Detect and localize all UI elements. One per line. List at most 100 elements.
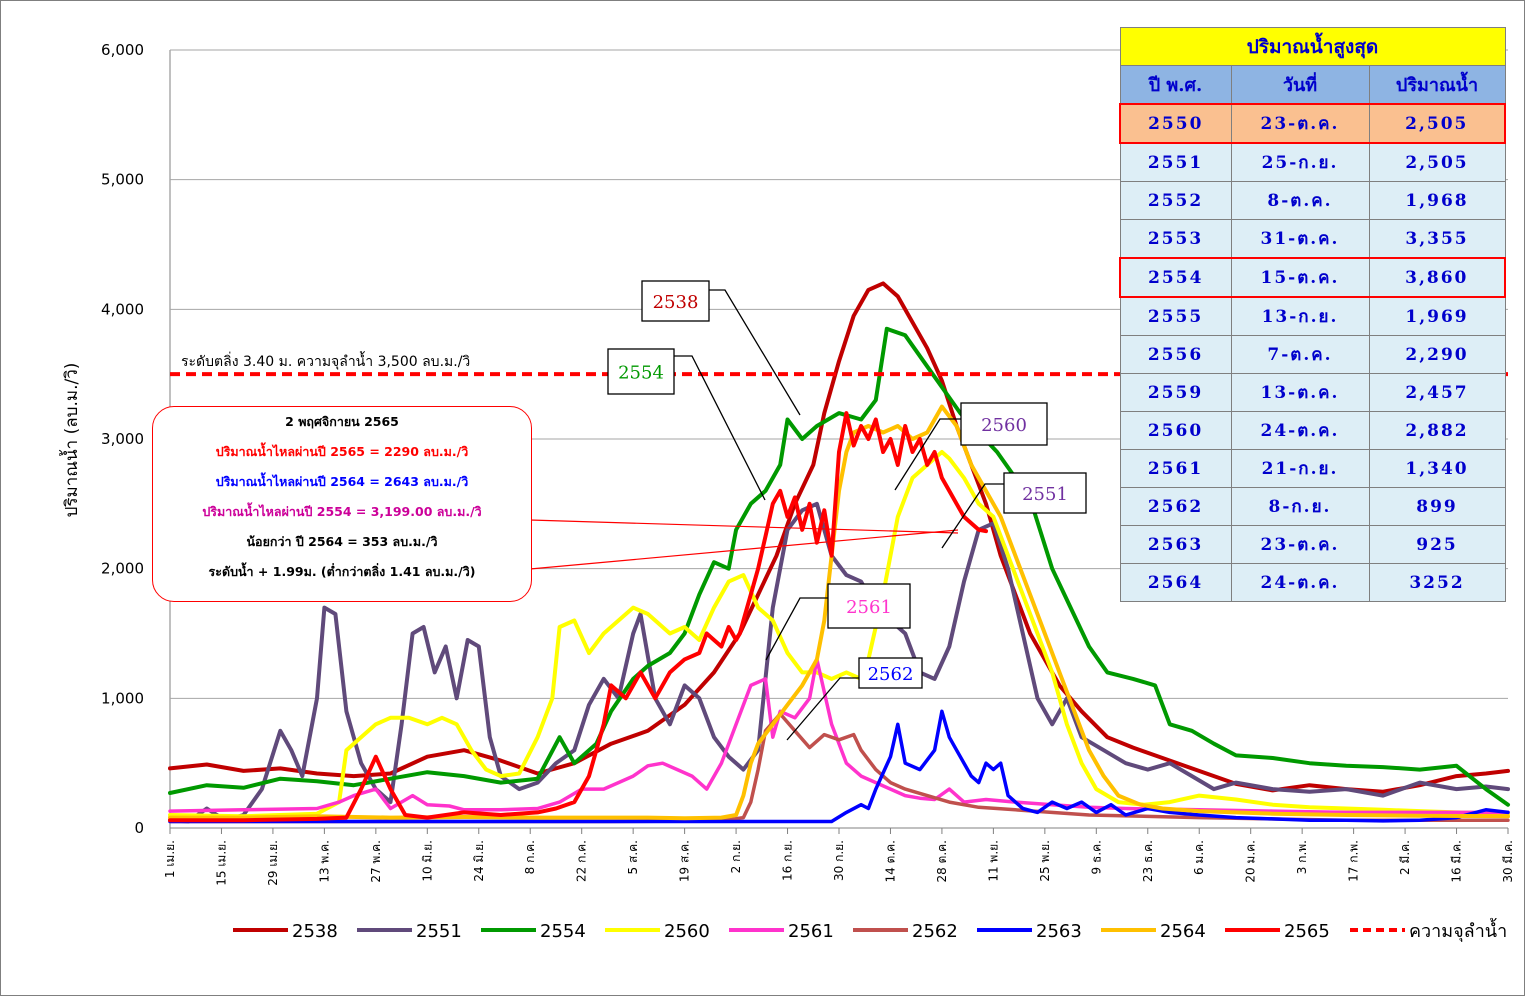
table-row: 2561 21-ก.ย. 1,340 <box>1119 449 1506 488</box>
info-leader-line <box>529 529 959 570</box>
peak-table-title-row: ปริมาณน้ำสูงสุด <box>1119 27 1506 66</box>
callout-box-2551 <box>1003 472 1087 514</box>
x-tick-label: 23 ธ.ค. <box>1141 840 1155 882</box>
x-tick-label: 11 พ.ย. <box>986 840 1000 882</box>
y-tick-label: 1,000 <box>101 689 144 707</box>
x-tick-label: 16 ก.ย. <box>781 840 795 881</box>
info-date: 2 พฤศจิกายน 2565 <box>285 414 399 429</box>
x-tick-label: 5 ส.ค. <box>626 840 640 874</box>
series-line-2554 <box>168 326 1510 807</box>
callout-box-2554 <box>607 348 675 395</box>
x-tick-label: 22 ก.ค. <box>575 840 589 882</box>
info-flow-2565: ปริมาณน้ำไหลผ่านปี 2565 = 2290 ลบ.ม./วิ <box>215 444 469 459</box>
cell-date: 23-ต.ค. <box>1230 103 1370 144</box>
table-row: 2552 8-ต.ค. 1,968 <box>1119 181 1506 220</box>
table-row: 2556 7-ต.ค. 2,290 <box>1119 335 1506 374</box>
cell-date: 31-ต.ค. <box>1230 219 1370 259</box>
table-row: 2555 13-ก.ย. 1,969 <box>1119 296 1506 336</box>
cell-year: 2559 <box>1119 373 1232 412</box>
callout-leader-lines <box>529 289 1004 741</box>
info-difference: น้อยกว่า ปี 2564 = 353 ลบ.ม./วิ <box>246 534 438 549</box>
header-year: ปี พ.ศ. <box>1119 65 1232 105</box>
cell-volume: 3,860 <box>1368 257 1506 298</box>
x-tick-label: 19 ส.ค. <box>678 840 692 882</box>
y-tick-label: 2,000 <box>101 560 144 578</box>
cell-date: 21-ก.ย. <box>1230 449 1370 488</box>
cell-date: 8-ต.ค. <box>1230 181 1370 220</box>
peak-table-title: ปริมาณน้ำสูงสุด <box>1119 27 1506 66</box>
legend-label-2560: 2560 <box>664 921 710 942</box>
callout-leader-2562 <box>786 677 859 741</box>
callout-label-2562: 2562 <box>868 664 914 685</box>
callout-label-2560: 2560 <box>981 415 1027 436</box>
x-tick-label: 17 ก.พ. <box>1347 840 1361 882</box>
x-tick-label: 25 พ.ย. <box>1038 840 1052 882</box>
callout-leader-2561 <box>765 597 828 661</box>
cell-year: 2556 <box>1119 335 1232 374</box>
table-row: 2554 15-ต.ค. 3,860 <box>1119 257 1506 298</box>
cell-volume: 2,505 <box>1368 142 1506 182</box>
cell-year: 2552 <box>1119 181 1232 220</box>
series-line-2564 <box>168 404 1510 821</box>
table-row: 2559 13-ต.ค. 2,457 <box>1119 373 1506 412</box>
legend-label-2563: 2563 <box>1036 921 1082 942</box>
flood-capacity-label: ระดับตลิ่ง 3.40 ม. ความจุลำน้ำ 3,500 ลบ.… <box>181 351 470 370</box>
cell-year: 2554 <box>1119 257 1232 298</box>
callout-box-2562 <box>858 657 923 689</box>
x-tick-label: 29 เม.ย. <box>266 840 280 886</box>
info-leader-line <box>529 519 959 534</box>
x-tick-label: 28 ต.ค. <box>935 840 949 883</box>
cell-volume: 1,340 <box>1368 449 1506 488</box>
y-tick-label: 5,000 <box>101 171 144 189</box>
callout-label-2538: 2538 <box>653 292 699 313</box>
cell-volume: 3252 <box>1368 563 1506 602</box>
cell-volume: 899 <box>1368 487 1506 526</box>
cell-year: 2551 <box>1119 142 1232 182</box>
cell-volume: 1,969 <box>1368 296 1506 336</box>
legend-label-2564: 2564 <box>1160 921 1206 942</box>
cell-date: 7-ต.ค. <box>1230 335 1370 374</box>
x-tick-label: 3 ก.พ. <box>1295 840 1309 874</box>
x-tick-label: 27 พ.ค. <box>369 840 383 883</box>
callout-box-2538 <box>641 280 710 322</box>
cell-date: 24-ต.ค. <box>1230 563 1370 602</box>
series-line-2565 <box>168 411 988 823</box>
cell-volume: 925 <box>1368 525 1506 564</box>
x-tick-label: 30 ก.ย. <box>832 840 846 881</box>
cell-volume: 1,968 <box>1368 181 1506 220</box>
legend-label-2551: 2551 <box>416 921 462 942</box>
table-row: 2553 31-ต.ค. 3,355 <box>1119 219 1506 259</box>
legend-label-2538: 2538 <box>292 921 338 942</box>
table-row: 2562 8-ก.ย. 899 <box>1119 487 1506 526</box>
x-tick-label: 2 ก.ย. <box>729 840 743 873</box>
series-line-2561 <box>168 657 1510 815</box>
cell-year: 2560 <box>1119 411 1232 450</box>
info-water-level: ระดับน้ำ + 1.99ม. (ต่ำกว่าตลิ่ง 1.41 ลบ.… <box>208 564 476 579</box>
series-line-2563 <box>168 709 1510 824</box>
x-tick-label: 9 ธ.ค. <box>1089 840 1103 874</box>
table-row: 2560 24-ต.ค. 2,882 <box>1119 411 1506 450</box>
callout-box-2560 <box>960 402 1048 446</box>
callout-leader-2554 <box>674 355 766 501</box>
x-tick-label: 15 เม.ย. <box>214 840 228 886</box>
series-callouts: 2538 2554 2560 2551 2561 2562 <box>607 280 1087 689</box>
y-tick-label: 0 <box>134 819 144 837</box>
cell-date: 13-ก.ย. <box>1230 296 1370 336</box>
cell-volume: 2,505 <box>1368 103 1506 144</box>
legend: 2538 2551 2554 2560 2561 2562 2563 2564 2565 ความ… <box>233 918 1507 942</box>
x-tick-label: 10 มิ.ย. <box>420 840 434 882</box>
legend-label-2562: 2562 <box>912 921 958 942</box>
table-row: 2550 23-ต.ค. 2,505 <box>1119 103 1506 144</box>
peak-discharge-table: ปริมาณน้ำสูงสุด ปี พ.ศ. วันที่ ปริมาณน้ำ… <box>1119 27 1506 602</box>
y-axis-label: ปริมาณน้ำ (ลบ.ม./วิ) <box>59 363 82 518</box>
series-line-2551 <box>168 501 1510 824</box>
series-lines <box>168 281 1510 824</box>
cell-volume: 3,355 <box>1368 219 1506 259</box>
info-flow-2564: ปริมาณน้ำไหลผ่านปี 2564 = 2643 ลบ.ม./วิ <box>215 474 469 489</box>
callout-leader-2560 <box>894 418 961 491</box>
cell-date: 24-ต.ค. <box>1230 411 1370 450</box>
callout-label-2551: 2551 <box>1022 484 1068 505</box>
x-tick-label: 1 เม.ย. <box>163 840 177 878</box>
y-axis-ticks: 0 1,000 2,000 3,000 4,000 5,000 6,000 <box>101 41 144 837</box>
x-tick-label: 2 มี.ค. <box>1398 840 1412 875</box>
